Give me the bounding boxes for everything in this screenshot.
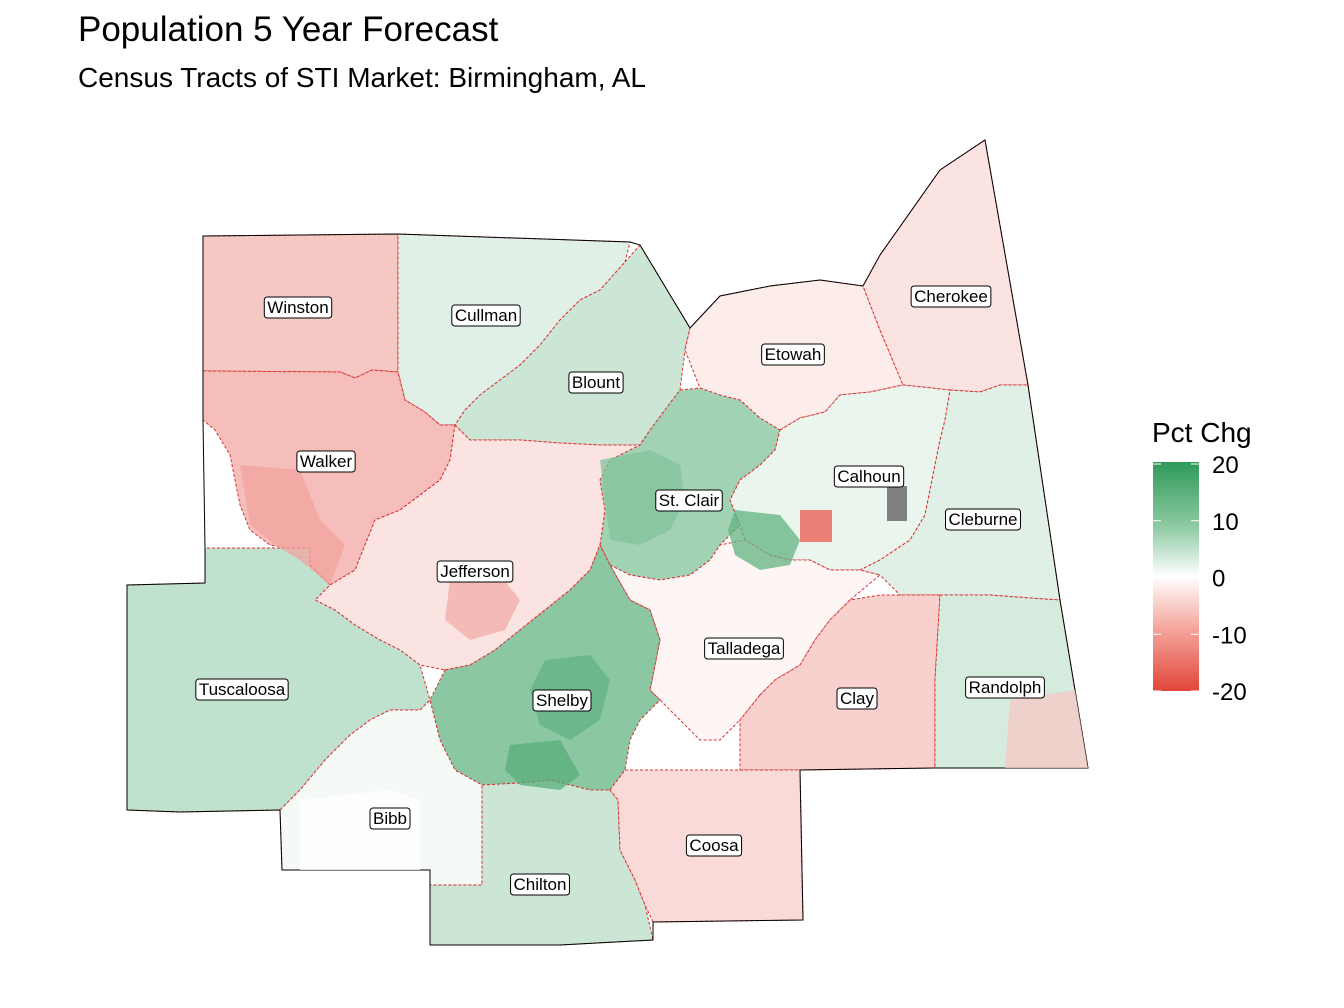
market-outline [126,139,1089,946]
tract-coldspot-walker [240,465,345,585]
county-label-text: Walker [300,452,353,471]
county-label-box [532,689,592,712]
county-label-box [510,873,570,896]
legend-tick-label: 10 [1212,509,1239,536]
county-label-clay: Clay [836,687,878,710]
county-label-jefferson: Jefferson [436,560,514,583]
county-label-walker: Walker [296,450,356,473]
county-label-text: Winston [267,298,328,317]
county-label-text: Cullman [455,306,517,325]
tract-coldspot-birmingham [445,575,520,640]
tract-neutral-bibb [300,790,420,870]
county-label-text: Shelby [536,691,588,710]
county-label-box [833,465,905,488]
county-label-coosa: Coosa [685,834,743,857]
county-label-box [965,676,1045,699]
tract-coldspot-anniston [800,510,832,542]
county-label-text: Cherokee [914,287,988,306]
county-label-box [655,489,723,512]
county-label-box [685,834,743,857]
county-label-text: Talladega [708,639,781,658]
county-label-bibb: Bibb [369,807,411,830]
county-label-box [296,450,356,473]
county-label-box [263,296,333,319]
county-label-text: Tuscaloosa [199,680,286,699]
county-label-text: Blount [572,373,620,392]
county-label-box [369,807,411,830]
legend-title: Pct Chg [1152,417,1252,448]
county-label-cherokee: Cherokee [910,285,992,308]
county-label-text: Cleburne [949,510,1018,529]
county-label-box [945,508,1021,531]
county-label-winston: Winston [263,296,333,319]
legend: Pct Chg 20 10 0 -10 -20 [1152,417,1252,706]
county-label-box [704,637,784,660]
county-label-randolph: Randolph [965,676,1045,699]
tract-hotspot-shelby-south [505,740,580,790]
county-label-text: Bibb [373,809,407,828]
tract-detail-layer [240,450,1088,870]
county-label-calhoun: Calhoun [833,465,905,488]
county-label-chilton: Chilton [510,873,570,896]
county-label-box [451,304,521,327]
county-label-cleburne: Cleburne [945,508,1021,531]
county-label-text: Calhoun [837,467,900,486]
county-label-box [568,371,624,394]
county-label-text: Jefferson [440,562,510,581]
county-label-tuscaloosa: Tuscaloosa [195,678,289,701]
county-label-text: Randolph [969,678,1042,697]
county-label-text: Etowah [765,345,822,364]
county-label-shelby: Shelby [532,689,592,712]
county-label-box [436,560,514,583]
map-subtitle: Census Tracts of STI Market: Birmingham,… [78,62,646,93]
county-label-blount: Blount [568,371,624,394]
map-title: Population 5 Year Forecast [78,10,499,49]
county-label-talladega: Talladega [704,637,784,660]
legend-tick-label: -20 [1212,679,1247,706]
county-label-box [195,678,289,701]
county-label-etowah: Etowah [761,343,825,366]
county-label-st-clair: St. Clair [655,489,723,512]
legend-tick-label: -10 [1212,622,1247,649]
county-label-cullman: Cullman [451,304,521,327]
tract-hotspot-pell-city [728,510,800,570]
county-label-text: Chilton [514,875,567,894]
tract-coldspot-randolph [1005,690,1088,768]
county-label-text: St. Clair [659,491,720,510]
county-label-box [761,343,825,366]
legend-tick-label: 20 [1212,452,1239,479]
legend-tick-label: 0 [1212,566,1225,593]
county-label-box [836,687,878,710]
county-label-layer: Winston Cullman Blount Etowah Cherokee Walker… [195,285,1045,896]
county-label-box [910,285,992,308]
county-label-text: Clay [840,689,875,708]
tract-no-data [887,486,907,521]
county-label-text: Coosa [689,836,739,855]
county-layer [126,139,1089,946]
legend-colorbar [1153,462,1199,691]
tract-hotspot-st-clair [600,450,685,545]
